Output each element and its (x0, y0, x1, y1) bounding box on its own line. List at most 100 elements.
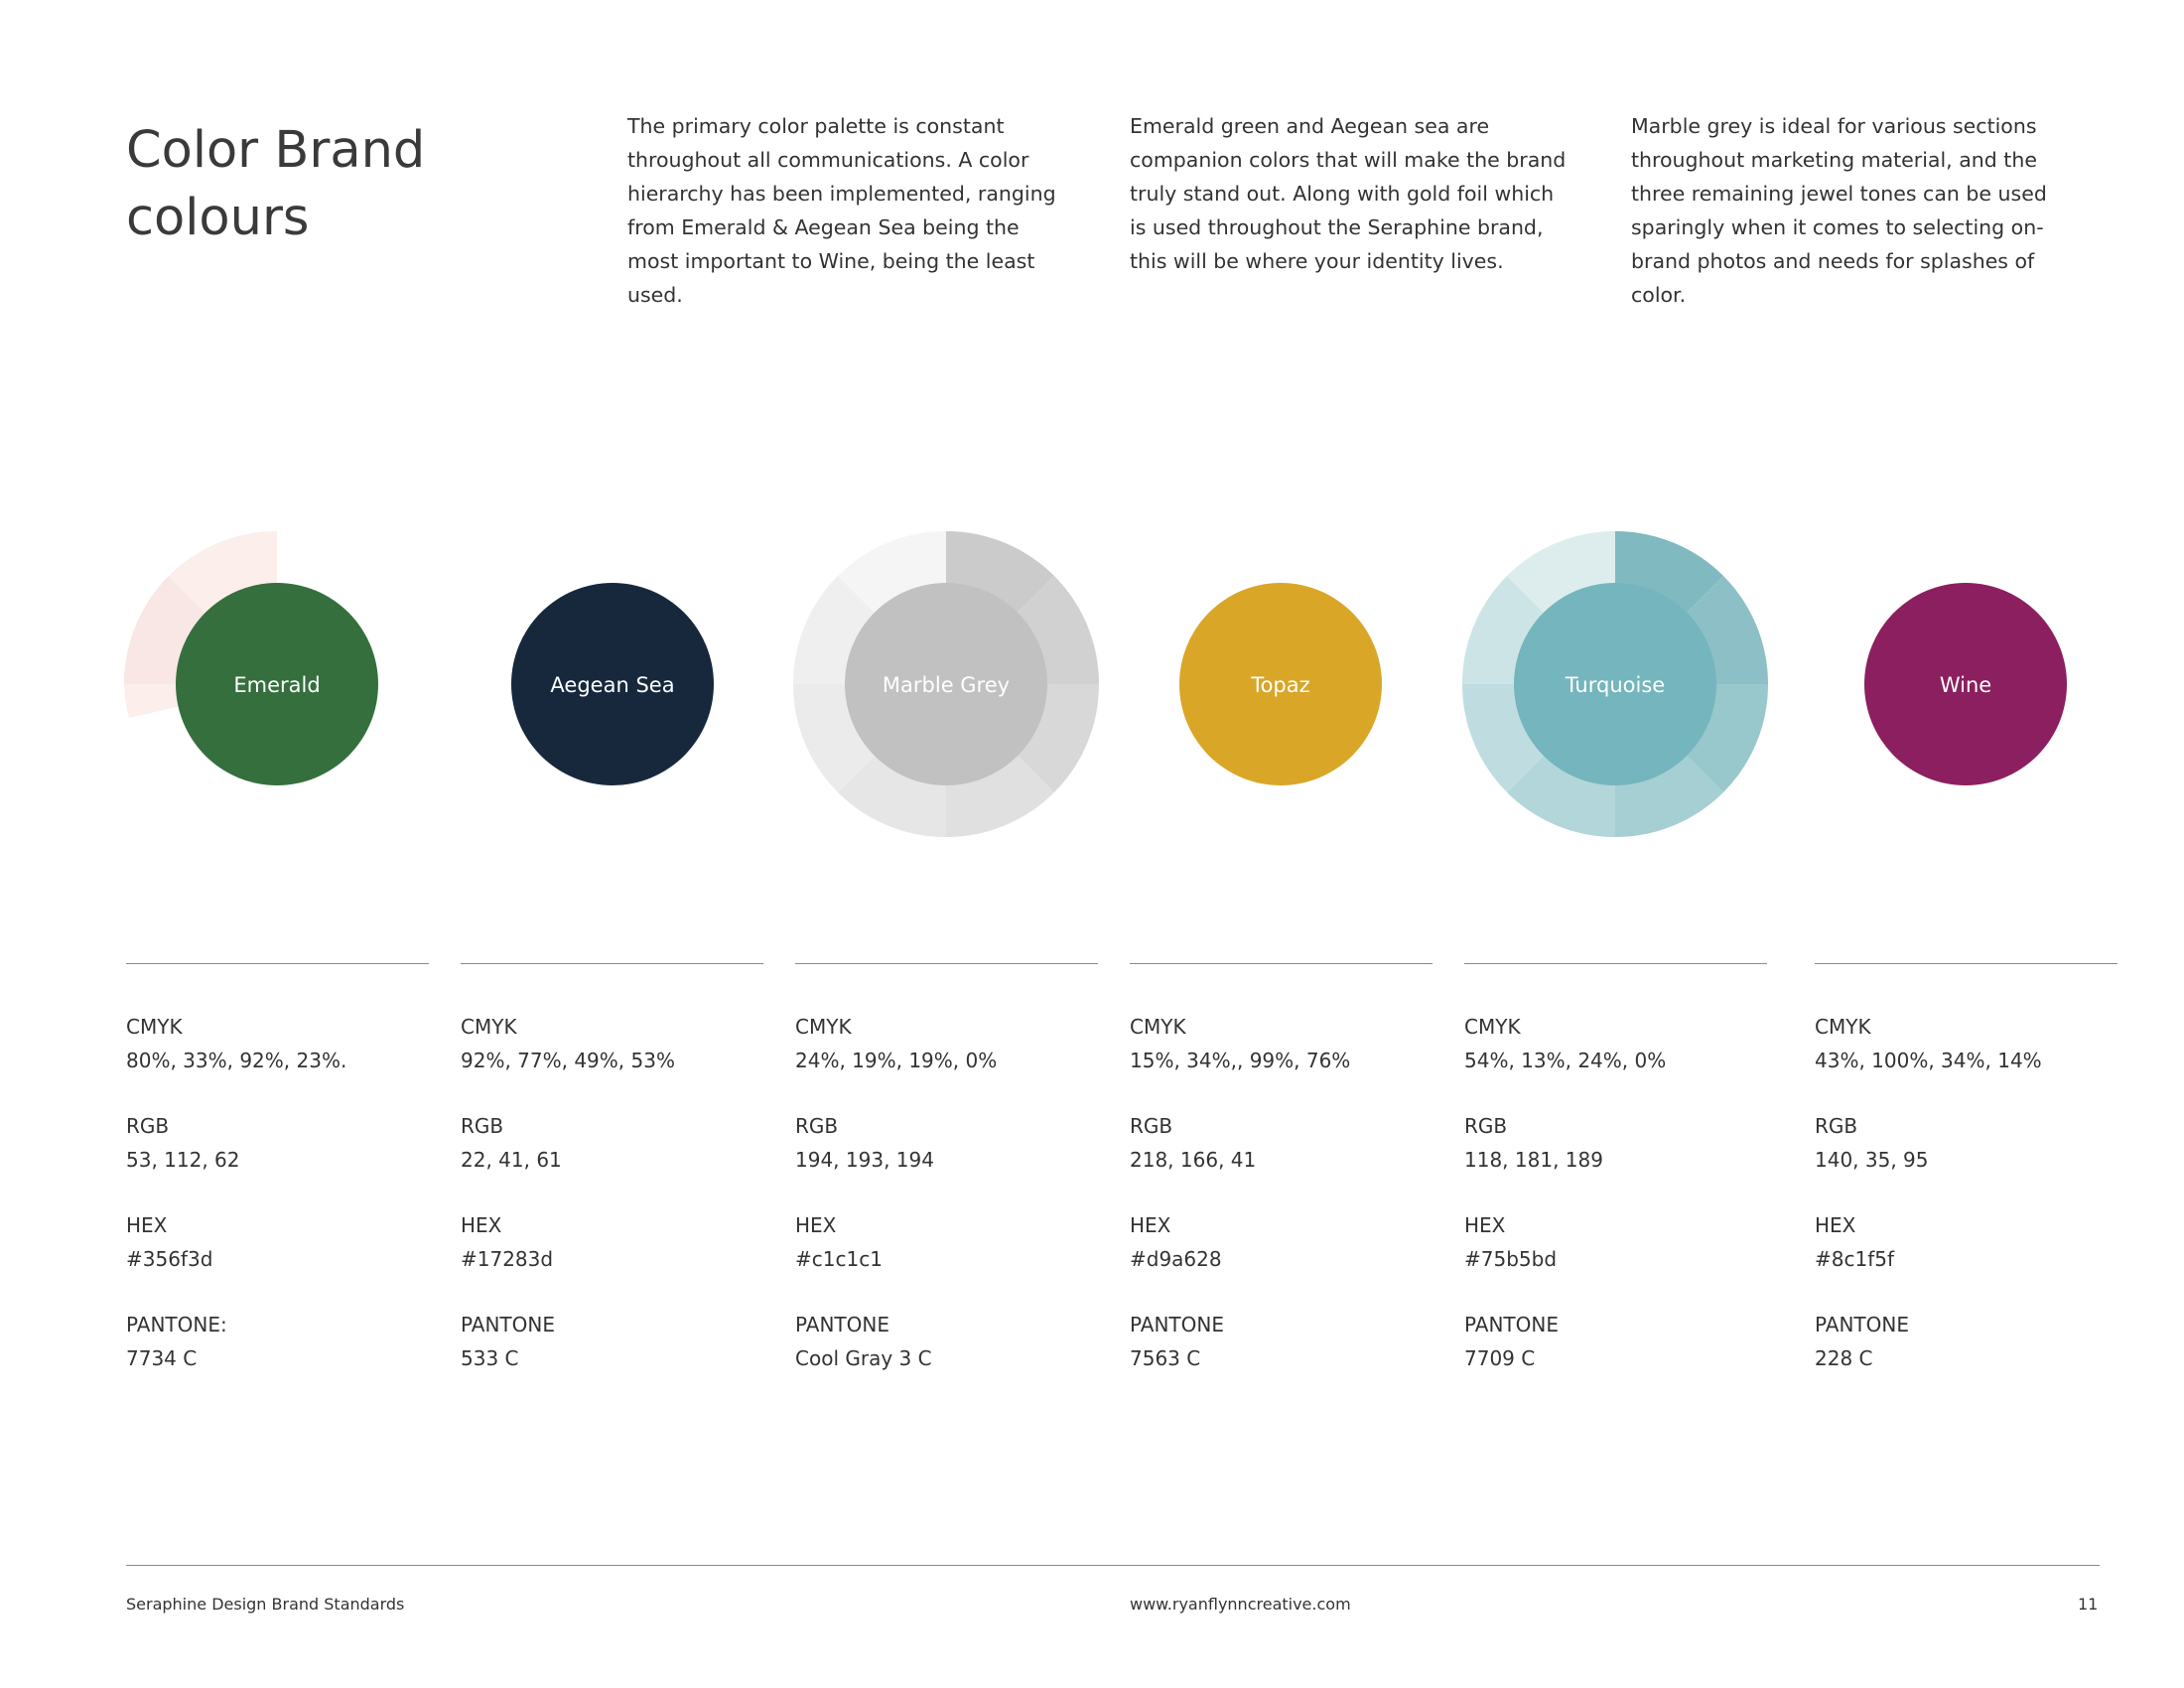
hex-value: #c1c1c1 (795, 1247, 883, 1271)
pantone-spec: PANTONE 228 C (1815, 1308, 2117, 1407)
cmyk-heading: CMYK (1815, 1015, 1871, 1039)
hex-heading: HEX (126, 1213, 168, 1237)
column-divider (126, 963, 429, 964)
cmyk-value: 15%, 34%,, 99%, 76% (1130, 1049, 1351, 1072)
rgb-spec: RGB 53, 112, 62 (126, 1109, 429, 1208)
cmyk-heading: CMYK (1464, 1015, 1521, 1039)
rgb-heading: RGB (126, 1114, 170, 1138)
page-title-line-2: colours (126, 189, 310, 247)
hex-heading: HEX (795, 1213, 837, 1237)
cmyk-value: 43%, 100%, 34%, 14% (1815, 1049, 2042, 1072)
hex-value: #d9a628 (1130, 1247, 1222, 1271)
pantone-heading: PANTONE: (126, 1313, 227, 1336)
column-divider (795, 963, 1098, 964)
rgb-spec: RGB 22, 41, 61 (461, 1109, 763, 1208)
footer-document-title: Seraphine Design Brand Standards (126, 1595, 405, 1614)
turquoise-swatch (1514, 583, 1716, 785)
cmyk-spec: CMYK 92%, 77%, 49%, 53% (461, 1010, 763, 1109)
rgb-value: 218, 166, 41 (1130, 1148, 1257, 1172)
aegean-sea-swatch-label: Aegean Sea (550, 673, 674, 697)
pantone-heading: PANTONE (1130, 1313, 1224, 1336)
hex-heading: HEX (461, 1213, 502, 1237)
cmyk-heading: CMYK (126, 1015, 183, 1039)
spec-column-marble-grey: CMYK 24%, 19%, 19%, 0% RGB 194, 193, 194… (795, 963, 1098, 1407)
marble-grey-swatch (845, 583, 1047, 785)
rgb-spec: RGB 194, 193, 194 (795, 1109, 1098, 1208)
cmyk-spec: CMYK 24%, 19%, 19%, 0% (795, 1010, 1098, 1109)
aegean-sea-swatch (511, 583, 714, 785)
footer-website-link[interactable]: www.ryanflynncreative.com (1130, 1595, 1351, 1614)
cmyk-spec: CMYK 15%, 34%,, 99%, 76% (1130, 1010, 1433, 1109)
column-divider (1815, 963, 2117, 964)
pantone-heading: PANTONE (461, 1313, 555, 1336)
topaz-swatch (1179, 583, 1382, 785)
hex-heading: HEX (1464, 1213, 1506, 1237)
hex-heading: HEX (1815, 1213, 1856, 1237)
rgb-value: 22, 41, 61 (461, 1148, 562, 1172)
pantone-spec: PANTONE 533 C (461, 1308, 763, 1407)
cmyk-value: 54%, 13%, 24%, 0% (1464, 1049, 1667, 1072)
cmyk-value: 92%, 77%, 49%, 53% (461, 1049, 675, 1072)
cmyk-spec: CMYK 54%, 13%, 24%, 0% (1464, 1010, 1767, 1109)
hex-spec: HEX #d9a628 (1130, 1208, 1433, 1308)
spec-column-emerald: CMYK 80%, 33%, 92%, 23%. RGB 53, 112, 62… (126, 963, 429, 1407)
page-title-line-1: Color Brand (126, 121, 426, 180)
hex-spec: HEX #8c1f5f (1815, 1208, 2117, 1308)
rgb-spec: RGB 118, 181, 189 (1464, 1109, 1767, 1208)
pantone-value: 533 C (461, 1346, 519, 1370)
hex-value: #356f3d (126, 1247, 213, 1271)
spec-column-aegean-sea: CMYK 92%, 77%, 49%, 53% RGB 22, 41, 61 H… (461, 963, 763, 1407)
footer-page-number: 11 (2078, 1595, 2099, 1614)
wine-swatch-label: Wine (1940, 673, 1991, 697)
pantone-value: 7734 C (126, 1346, 198, 1370)
rgb-value: 140, 35, 95 (1815, 1148, 1929, 1172)
pantone-heading: PANTONE (795, 1313, 889, 1336)
intro-paragraph-companions: Emerald green and Aegean sea are compani… (1130, 114, 1567, 273)
spec-column-wine: CMYK 43%, 100%, 34%, 14% RGB 140, 35, 95… (1815, 963, 2117, 1407)
intro-paragraph-hierarchy: The primary color palette is constant th… (627, 114, 1056, 307)
cmyk-heading: CMYK (795, 1015, 852, 1039)
emerald-swatch-label: Emerald (233, 673, 320, 697)
column-divider (1130, 963, 1433, 964)
spec-column-topaz: CMYK 15%, 34%,, 99%, 76% RGB 218, 166, 4… (1130, 963, 1433, 1407)
spec-column-turquoise: CMYK 54%, 13%, 24%, 0% RGB 118, 181, 189… (1464, 963, 1767, 1407)
emerald-swatch (176, 583, 378, 785)
cmyk-heading: CMYK (461, 1015, 517, 1039)
rgb-heading: RGB (1130, 1114, 1173, 1138)
rgb-heading: RGB (1464, 1114, 1508, 1138)
topaz-swatch-label: Topaz (1250, 673, 1309, 697)
wine-swatch (1864, 583, 2067, 785)
cmyk-spec: CMYK 43%, 100%, 34%, 14% (1815, 1010, 2117, 1109)
hex-spec: HEX #75b5bd (1464, 1208, 1767, 1308)
page-title: Color Brand colours (126, 117, 543, 252)
rgb-value: 118, 181, 189 (1464, 1148, 1603, 1172)
turquoise-swatch-label: Turquoise (1565, 673, 1665, 697)
column-divider (461, 963, 763, 964)
pantone-value: 7709 C (1464, 1346, 1536, 1370)
hex-spec: HEX #17283d (461, 1208, 763, 1308)
rgb-spec: RGB 140, 35, 95 (1815, 1109, 2117, 1208)
cmyk-heading: CMYK (1130, 1015, 1186, 1039)
rgb-heading: RGB (1815, 1114, 1858, 1138)
hex-value: #17283d (461, 1247, 554, 1271)
cmyk-value: 80%, 33%, 92%, 23%. (126, 1049, 347, 1072)
hex-spec: HEX #c1c1c1 (795, 1208, 1098, 1308)
pantone-value: 7563 C (1130, 1346, 1201, 1370)
pantone-heading: PANTONE (1815, 1313, 1909, 1336)
pantone-spec: PANTONE: 7734 C (126, 1308, 429, 1407)
rgb-heading: RGB (461, 1114, 504, 1138)
rgb-heading: RGB (795, 1114, 839, 1138)
rgb-value: 53, 112, 62 (126, 1148, 240, 1172)
intro-paragraph-marble: Marble grey is ideal for various section… (1631, 114, 2047, 307)
rgb-value: 194, 193, 194 (795, 1148, 934, 1172)
column-divider (1464, 963, 1767, 964)
cmyk-spec: CMYK 80%, 33%, 92%, 23%. (126, 1010, 429, 1109)
rgb-spec: RGB 218, 166, 41 (1130, 1109, 1433, 1208)
pantone-value: 228 C (1815, 1346, 1873, 1370)
pantone-value: Cool Gray 3 C (795, 1346, 932, 1370)
pantone-spec: PANTONE 7709 C (1464, 1308, 1767, 1407)
hex-heading: HEX (1130, 1213, 1171, 1237)
cmyk-value: 24%, 19%, 19%, 0% (795, 1049, 998, 1072)
pantone-heading: PANTONE (1464, 1313, 1559, 1336)
footer-divider (126, 1565, 2100, 1566)
